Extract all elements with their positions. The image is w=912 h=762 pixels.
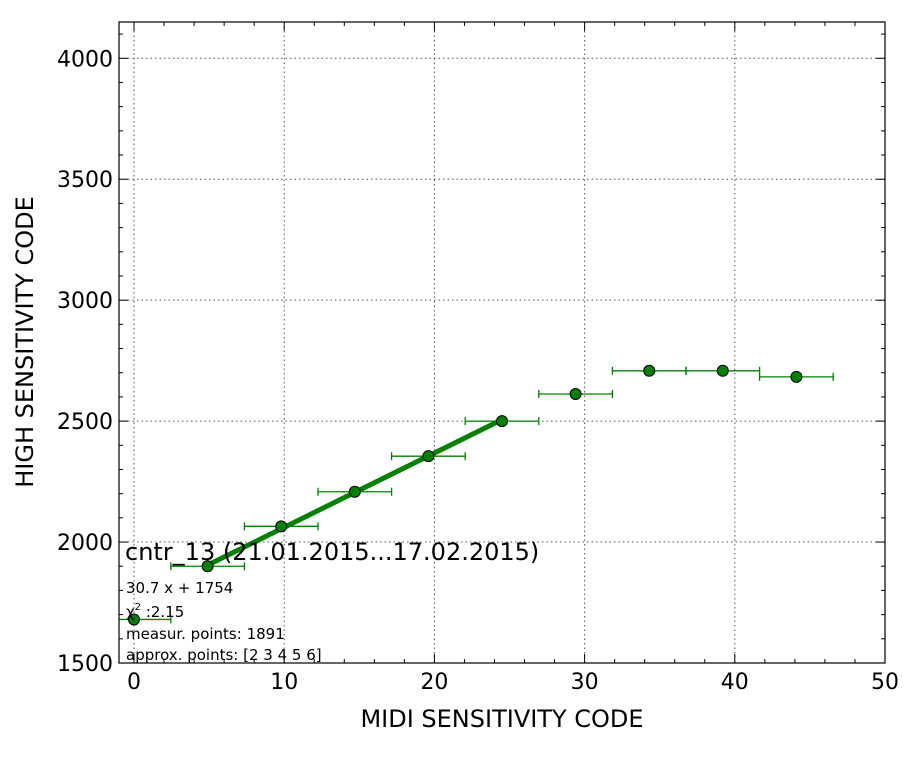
point-marker (422, 450, 435, 463)
annotation-block: cntr_13 (21.01.2015...17.02.2015) 30.7 x… (125, 538, 539, 664)
plot-frame (118, 21, 886, 664)
x-tick-label: 20 (420, 670, 448, 695)
data-point-2 (243, 520, 319, 533)
x-tick-label: 40 (721, 670, 749, 695)
annotation-equation: 30.7 x + 1754 (126, 579, 233, 597)
x-tick-label: 30 (571, 670, 599, 695)
data-point-5 (464, 415, 540, 428)
x-tick-label: 0 (127, 670, 141, 695)
data-point-3 (317, 485, 393, 498)
y-tick-label: 3000 (57, 289, 113, 314)
chi-symbol: χ (126, 603, 135, 621)
data-point-6 (538, 388, 614, 401)
x-tick-label: 50 (871, 670, 899, 695)
y-axis-label: HIGH SENSITIVITY CODE (11, 196, 39, 488)
chi-value: :2.15 (141, 603, 184, 621)
point-marker (201, 560, 214, 573)
y-tick-label: 4000 (57, 47, 113, 72)
data-point-0 (119, 613, 172, 626)
point-marker (348, 485, 361, 498)
annotation-title: cntr_13 (21.01.2015...17.02.2015) (125, 538, 539, 566)
annotation-chi-squared: χ2 :2.15 (126, 602, 184, 621)
data-points (119, 364, 834, 626)
point-marker (275, 520, 288, 533)
point-marker (790, 370, 803, 383)
point-marker (643, 364, 656, 377)
data-point-9 (758, 370, 834, 383)
data-point-4 (390, 450, 466, 463)
data-point-7 (611, 364, 687, 377)
annotation-measur-points: measur. points: 1891 (126, 625, 285, 643)
x-tick-label: 10 (270, 670, 298, 695)
point-marker (716, 364, 729, 377)
point-marker (496, 415, 508, 428)
data-point-1 (170, 560, 246, 573)
y-tick-label: 1500 (57, 652, 113, 677)
y-tick-label: 2000 (57, 531, 113, 556)
annotation-approx-points: approx. points: [2 3 4 5 6] (126, 646, 322, 664)
chi-exponent: 2 (135, 602, 141, 613)
x-axis-label: MIDI SENSITIVITY CODE (360, 705, 643, 733)
y-tick-label: 2500 (57, 410, 113, 435)
y-tick-label: 3500 (57, 168, 113, 193)
point-marker (128, 613, 141, 626)
point-marker (569, 388, 582, 401)
data-point-8 (685, 364, 761, 377)
tick-labels: 0 10 20 30 40 50 1500 2000 2500 3000 3500 4000 (57, 47, 899, 695)
